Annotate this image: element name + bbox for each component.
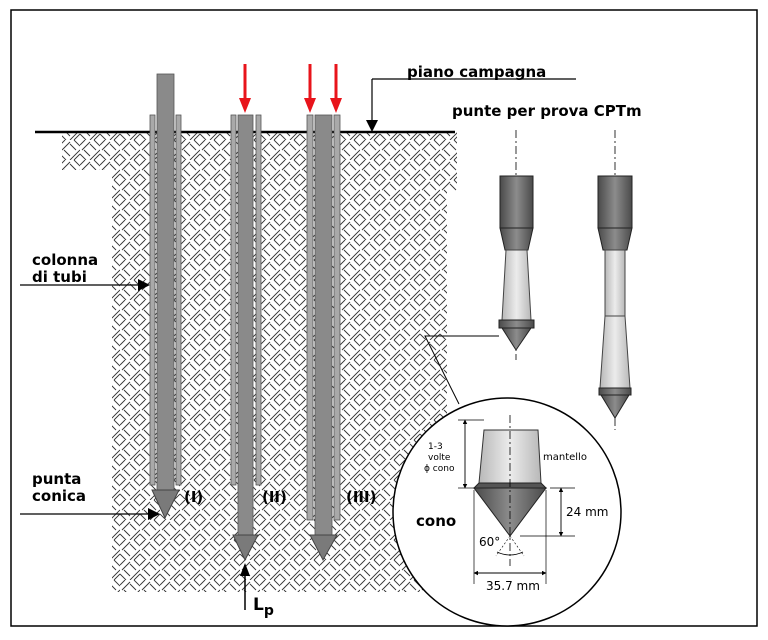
tip-load-label: Lp (253, 595, 274, 619)
column-iii (304, 64, 342, 562)
cone-height-label: 24 mm (566, 505, 608, 519)
sleeve-length-line2: volte (428, 453, 451, 463)
cpt-tip-mechanical-a (498, 130, 535, 360)
tube-column-label-line1: colonna (32, 251, 98, 269)
inner-rod (237, 114, 254, 536)
column-ii (230, 64, 262, 610)
tube-wall-left (230, 114, 237, 486)
tube-wall-right (255, 114, 262, 486)
cone-label: cono (416, 512, 456, 530)
tube-wall-right (175, 114, 182, 486)
cone-detail-circle: 1-3 volte ϕ cono mantello 24 mm 60° 35.7… (392, 397, 622, 627)
cone-tip (151, 489, 180, 520)
phase-i-label: (I) (184, 488, 203, 506)
tube-wall-left (149, 114, 156, 486)
sleeve-length-line3: ϕ cono (424, 464, 455, 474)
cpt-tip-friction-b (597, 130, 633, 430)
detail-callout-leader (424, 335, 499, 405)
cone-diameter-label: 35.7 mm (486, 579, 540, 593)
inner-rod (156, 73, 175, 491)
conical-tip-label-line2: conica (32, 487, 86, 505)
cone-tip (232, 534, 259, 562)
soil-hatch-area (62, 132, 447, 592)
tube-wall-right (333, 114, 341, 521)
cpt-tips-title: punte per prova CPTm (452, 102, 642, 120)
phase-iii-label: (III) (346, 488, 376, 506)
sleeve-length-line1: 1-3 (428, 442, 443, 452)
conical-tip-label-line1: punta (32, 470, 81, 488)
ground-level-label: piano campagna (407, 63, 546, 81)
column-i (149, 73, 182, 520)
sleeve-label: mantello (543, 452, 587, 463)
tube-column-label-line2: di tubi (32, 268, 87, 286)
cone-tip (309, 534, 338, 562)
phase-ii-label: (II) (262, 488, 287, 506)
tube-wall-left (306, 114, 314, 521)
figure-frame (10, 9, 758, 627)
cone-angle-label: 60° (479, 535, 500, 549)
inner-rod (314, 114, 333, 536)
